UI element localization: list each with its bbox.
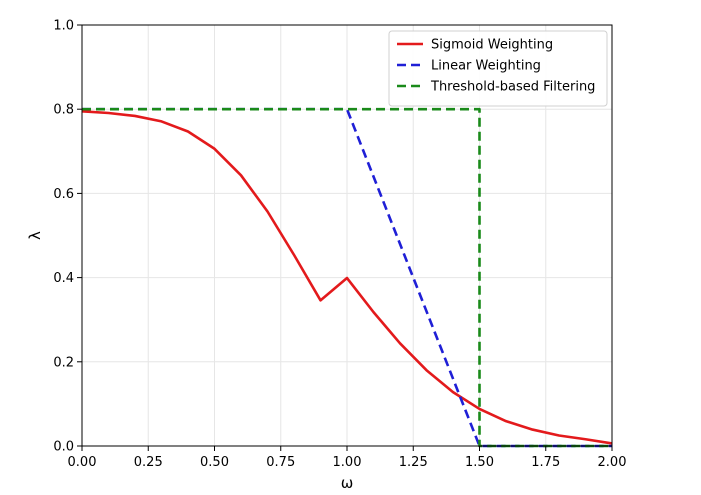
y-ticks: 0.0 0.2 0.4 0.6 0.8 1.0: [53, 19, 82, 455]
legend-entry-label: Threshold-based Filtering: [430, 80, 595, 95]
x-axis-label: ω: [341, 474, 354, 492]
legend-entry-label: Linear Weighting: [431, 59, 541, 74]
legend-entry-label: Sigmoid Weighting: [431, 38, 553, 53]
x-tick-label: 2.00: [598, 455, 627, 470]
x-tick-label: 1.50: [465, 455, 494, 470]
x-tick-label: 1.75: [531, 455, 560, 470]
y-axis-label: λ: [26, 231, 44, 240]
y-tick-label: 0.8: [53, 103, 74, 118]
legend-box: [388, 30, 608, 107]
y-tick-label: 1.0: [53, 19, 74, 34]
y-tick-label: 0.0: [53, 440, 74, 455]
x-tick-label: 0.50: [200, 455, 229, 470]
x-tick-label: 0.25: [134, 455, 163, 470]
series-line-sigmoid-weighting: [81, 110, 613, 445]
x-ticks: 0.00 0.25 0.50 0.75 1.00 1.25 1.50 1.75 2.00: [68, 446, 627, 470]
x-tick-label: 0.00: [68, 455, 97, 470]
x-tick-label: 1.25: [399, 455, 428, 470]
y-tick-label: 0.2: [53, 355, 74, 370]
x-tick-label: 1.00: [333, 455, 362, 470]
x-tick-label: 0.75: [266, 455, 295, 470]
y-tick-label: 0.4: [53, 271, 74, 286]
legend: Sigmoid Weighting Linear Weighting Thresho…: [388, 30, 608, 107]
y-tick-label: 0.6: [53, 187, 74, 202]
